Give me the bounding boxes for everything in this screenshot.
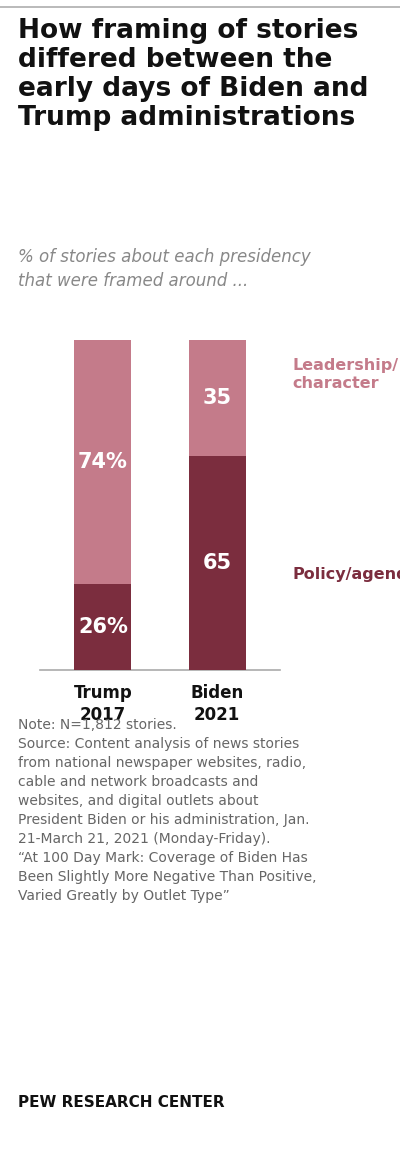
Text: Policy/agenda: Policy/agenda [292, 567, 400, 582]
Text: How framing of stories
differed between the
early days of Biden and
Trump admini: How framing of stories differed between … [18, 17, 368, 131]
Text: 26%: 26% [78, 617, 128, 637]
Text: 35: 35 [202, 388, 232, 408]
Text: Leadership/
character: Leadership/ character [292, 358, 398, 390]
Bar [74, 340, 132, 584]
Bar [74, 584, 132, 670]
Text: % of stories about each presidency
that were framed around ...: % of stories about each presidency that … [18, 248, 311, 289]
Bar [188, 456, 246, 670]
Text: Note: N=1,812 stories.
Source: Content analysis of news stories
from national ne: Note: N=1,812 stories. Source: Content a… [18, 718, 316, 903]
Text: 74%: 74% [78, 452, 128, 472]
Text: 65: 65 [202, 553, 232, 573]
Text: PEW RESEARCH CENTER: PEW RESEARCH CENTER [18, 1095, 225, 1110]
Bar [188, 340, 246, 456]
